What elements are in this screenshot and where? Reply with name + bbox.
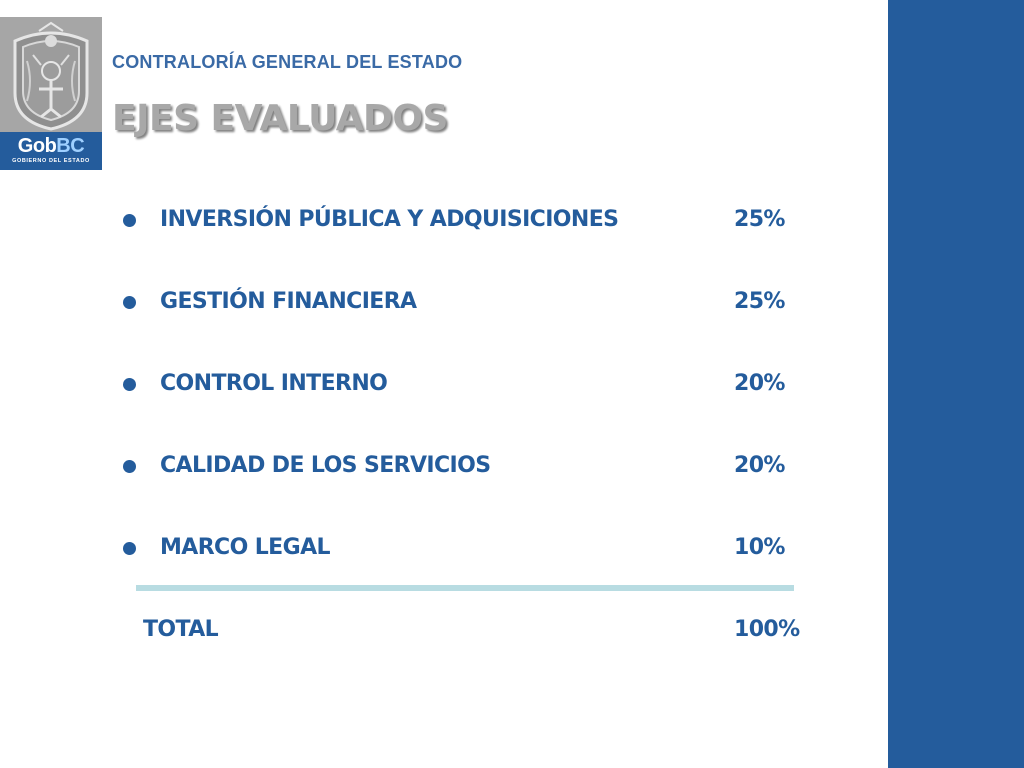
brand-suffix: BC bbox=[56, 135, 85, 157]
axis-percent: 20% bbox=[734, 371, 785, 396]
axis-name: CALIDAD DE LOS SERVICIOS bbox=[160, 453, 491, 478]
evaluated-axes-list: INVERSIÓN PÚBLICA Y ADQUISICIONES 25% GE… bbox=[120, 203, 840, 647]
total-divider bbox=[136, 585, 794, 591]
axis-name: GESTIÓN FINANCIERA bbox=[160, 289, 417, 314]
axis-percent: 25% bbox=[734, 289, 785, 314]
brand-name: GobBC bbox=[0, 135, 102, 157]
bullet-icon bbox=[123, 542, 136, 555]
government-logo: GobBC GOBIERNO DEL ESTADO bbox=[0, 17, 102, 170]
list-item: MARCO LEGAL 10% bbox=[120, 531, 840, 565]
gobbc-brand: GobBC GOBIERNO DEL ESTADO bbox=[0, 132, 102, 170]
bullet-icon bbox=[123, 214, 136, 227]
brand-prefix: Gob bbox=[17, 135, 57, 157]
list-item: CONTROL INTERNO 20% bbox=[120, 367, 840, 401]
total-row: TOTAL 100% bbox=[120, 613, 840, 647]
total-percent: 100% bbox=[734, 617, 800, 642]
bullet-icon bbox=[123, 378, 136, 391]
list-item: GESTIÓN FINANCIERA 25% bbox=[120, 285, 840, 319]
side-decorative-band bbox=[888, 0, 1024, 768]
list-item: CALIDAD DE LOS SERVICIOS 20% bbox=[120, 449, 840, 483]
total-label: TOTAL bbox=[143, 617, 219, 642]
axis-percent: 20% bbox=[734, 453, 785, 478]
axis-percent: 10% bbox=[734, 535, 785, 560]
state-coat-of-arms-icon bbox=[13, 21, 89, 131]
bullet-icon bbox=[123, 460, 136, 473]
brand-subtitle: GOBIERNO DEL ESTADO bbox=[12, 158, 90, 164]
bullet-icon bbox=[123, 296, 136, 309]
list-item: INVERSIÓN PÚBLICA Y ADQUISICIONES 25% bbox=[120, 203, 840, 237]
axis-name: CONTROL INTERNO bbox=[160, 371, 388, 396]
axis-name: INVERSIÓN PÚBLICA Y ADQUISICIONES bbox=[160, 207, 619, 232]
organization-name: CONTRALORÍA GENERAL DEL ESTADO bbox=[112, 52, 463, 72]
page-title: EJES EVALUADOS bbox=[112, 98, 448, 139]
axis-name: MARCO LEGAL bbox=[160, 535, 331, 560]
axis-percent: 25% bbox=[734, 207, 785, 232]
